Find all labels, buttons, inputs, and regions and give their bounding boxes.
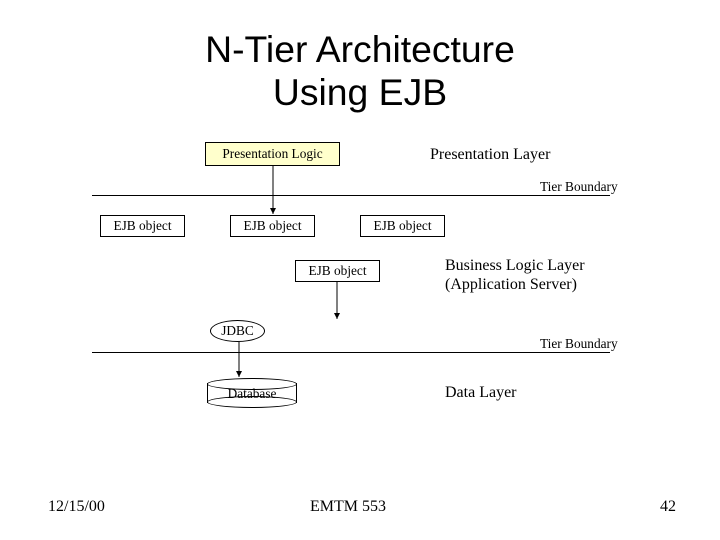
ejb-object-3: EJB object <box>360 215 445 237</box>
data-layer-label: Data Layer <box>445 384 517 402</box>
slide-title: N-Tier Architecture Using EJB <box>0 28 720 114</box>
title-line1: N-Tier Architecture <box>205 28 515 70</box>
title-line2: Using EJB <box>273 71 447 113</box>
ejb-object-4: EJB object <box>295 260 380 282</box>
ejb-object-1-label: EJB object <box>113 218 171 234</box>
footer-center: EMTM 553 <box>310 498 386 516</box>
ejb-object-4-label: EJB object <box>308 263 366 279</box>
business-logic-line2: (Application Server) <box>445 276 577 293</box>
tier-boundary-2-label: Tier Boundary <box>540 336 618 352</box>
database-cylinder: Database <box>207 378 297 408</box>
presentation-logic-label: Presentation Logic <box>222 146 322 162</box>
ejb-object-2: EJB object <box>230 215 315 237</box>
database-label: Database <box>207 386 297 402</box>
ejb-object-1: EJB object <box>100 215 185 237</box>
jdbc-oval: JDBC <box>210 320 265 342</box>
footer-page: 42 <box>660 498 676 516</box>
ejb-object-2-label: EJB object <box>243 218 301 234</box>
presentation-logic-box: Presentation Logic <box>205 142 340 166</box>
tier-boundary-2-line <box>92 352 610 353</box>
footer-date: 12/15/00 <box>48 498 105 516</box>
presentation-layer-label: Presentation Layer <box>430 146 550 164</box>
tier-boundary-1-line <box>92 195 610 196</box>
ejb-object-3-label: EJB object <box>373 218 431 234</box>
business-logic-line1: Business Logic Layer <box>445 257 585 274</box>
slide: N-Tier Architecture Using EJB Presentati… <box>0 0 720 540</box>
tier-boundary-1-label: Tier Boundary <box>540 179 618 195</box>
business-logic-layer-label: Business Logic Layer (Application Server… <box>445 256 585 294</box>
jdbc-label: JDBC <box>221 323 254 339</box>
